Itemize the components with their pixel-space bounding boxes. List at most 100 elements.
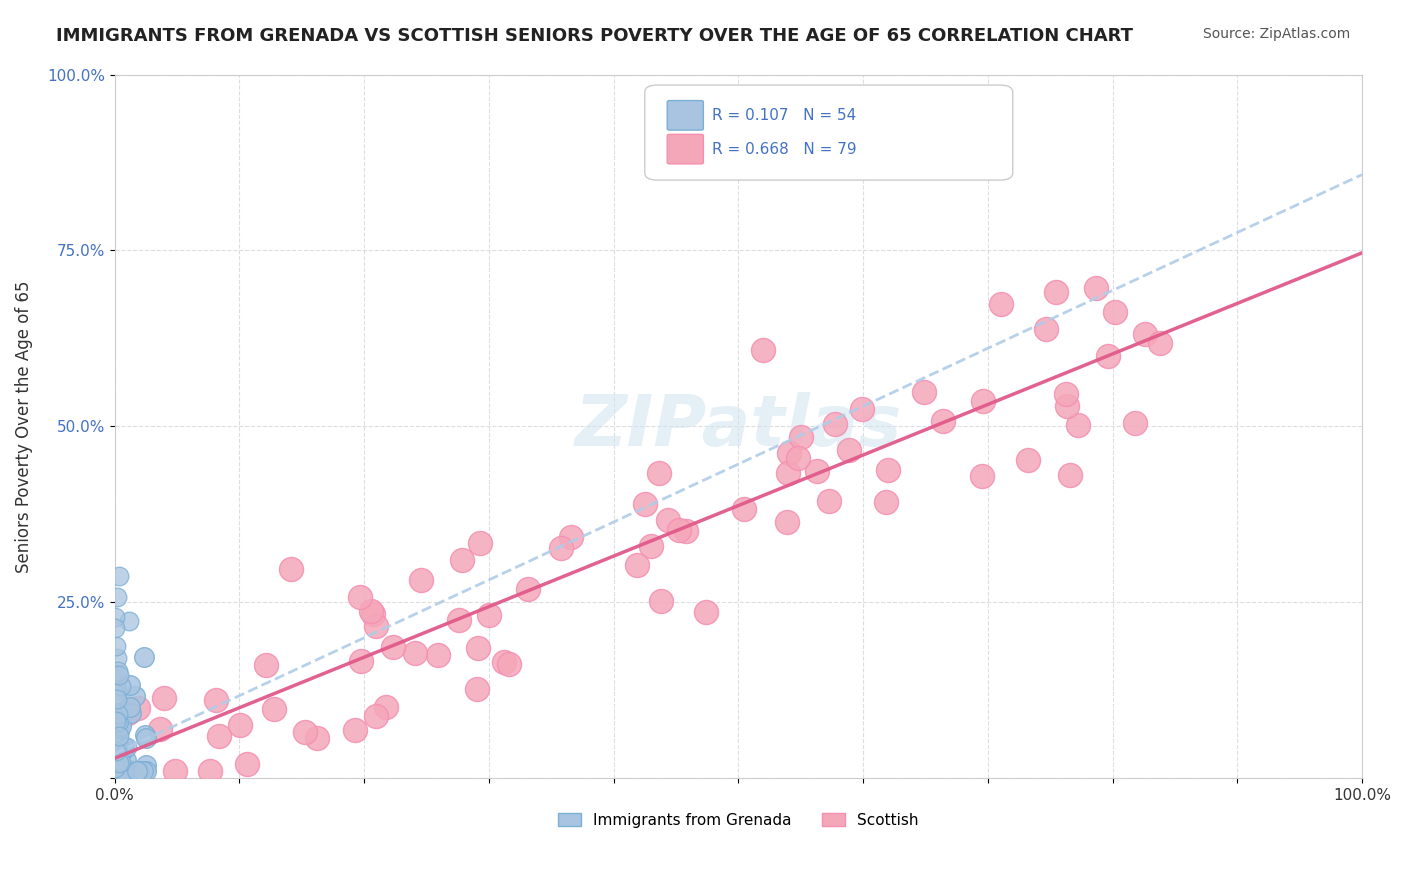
Point [294,724,316,739]
Point [118,699,141,714]
Point [363,607,385,621]
Point [107,729,129,743]
Point [135,731,157,745]
Point [105,640,128,654]
Point [404,646,426,660]
Point [105,590,128,604]
Point [494,655,516,669]
Point [467,640,489,655]
Point [107,764,129,779]
Point [105,764,128,779]
Point [111,744,134,758]
Point [117,763,139,777]
Point [752,343,775,357]
Point [107,713,129,727]
Point [447,613,470,627]
Point [117,614,139,628]
Point [360,604,382,618]
Point [110,764,132,779]
Point [550,541,572,555]
Point [135,757,157,772]
Point [120,706,142,721]
Point [115,753,138,767]
Point [104,761,127,775]
Point [105,734,128,748]
FancyBboxPatch shape [645,85,1012,180]
Point [668,523,690,537]
Point [778,466,800,480]
Point [695,606,717,620]
Point [1104,304,1126,318]
Point [112,764,135,779]
Point [560,530,582,544]
Point [107,764,129,779]
Point [165,764,187,779]
Point [127,764,149,779]
Text: R = 0.668   N = 79: R = 0.668 N = 79 [711,142,856,157]
Point [307,731,329,745]
Point [121,764,143,779]
Point [877,463,900,477]
Point [105,651,128,665]
Point [134,728,156,742]
Point [104,609,127,624]
Point [104,667,127,681]
Point [117,706,139,721]
Point [675,524,697,539]
Point [806,464,828,478]
Point [108,724,131,739]
Point [254,658,277,673]
Point [263,701,285,715]
Point [343,723,366,738]
Point [450,553,472,567]
Point [127,701,149,715]
Point [517,582,540,596]
Point [1097,350,1119,364]
Point [657,513,679,527]
Point [135,764,157,779]
Point [111,764,134,779]
Text: ZIPatlas: ZIPatlas [575,392,903,461]
Point [105,716,128,731]
Text: R = 0.107   N = 54: R = 0.107 N = 54 [711,108,856,123]
Point [972,469,994,483]
Point [104,621,127,635]
Point [111,706,134,721]
Point [107,764,129,779]
Point [110,679,132,693]
Point [634,497,657,511]
Point [131,764,153,779]
Point [280,562,302,576]
Point [478,608,501,623]
Point [1056,399,1078,413]
Point [104,714,127,728]
Point [105,764,128,779]
Point [105,682,128,697]
Point [990,297,1012,311]
Point [107,762,129,776]
Point [427,648,450,662]
Point [1045,285,1067,299]
Point [105,739,128,754]
Point [115,740,138,755]
Point [912,385,935,400]
Point [465,681,488,696]
Point [111,764,134,779]
Point [114,764,136,779]
Point [1035,321,1057,335]
Point [1149,336,1171,351]
Point [108,667,131,681]
Point [818,494,841,508]
Point [1067,417,1090,432]
Point [776,516,799,530]
Point [875,495,897,509]
Point [105,764,128,779]
Point [105,691,128,706]
Point [104,764,127,779]
Point [104,764,127,779]
Point [205,693,228,707]
Point [112,740,135,755]
Point [108,756,131,770]
Point [149,722,172,736]
Point [128,764,150,779]
